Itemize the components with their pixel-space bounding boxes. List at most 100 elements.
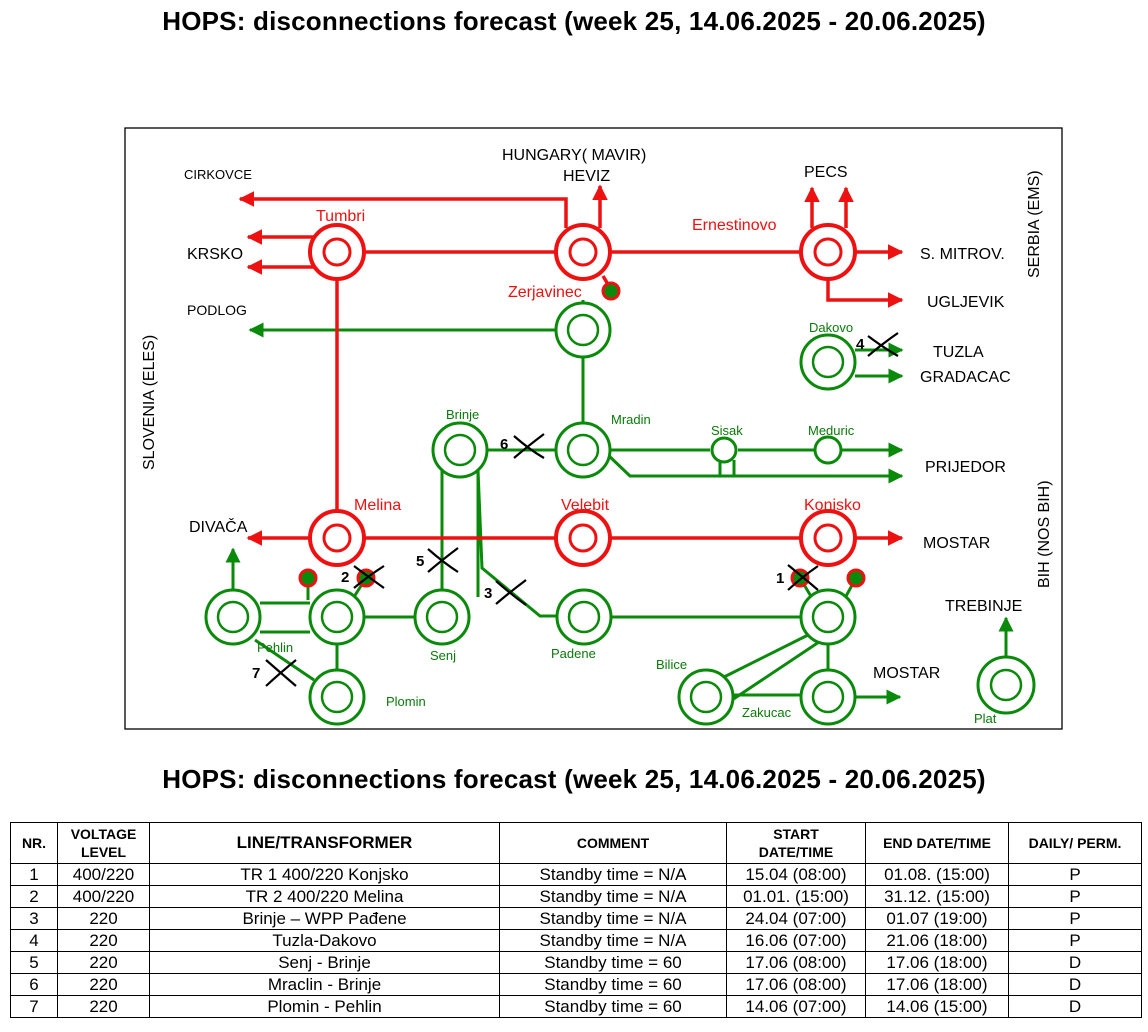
label-divaca: DIVAČA (189, 517, 248, 536)
external-labels: CIRKOVCE HEVIZ PECS KRSKO S. MITROV. UGL… (184, 164, 1022, 682)
cell-end: 17.06 (18:00) (865, 973, 1009, 996)
cell-line: Tuzla-Dakovo (149, 929, 500, 952)
header-daily: DAILY/ PERM. (1008, 822, 1142, 864)
cell-nr: 5 (10, 951, 58, 974)
station-brinje (431, 421, 489, 479)
label-pecs: PECS (804, 164, 848, 181)
station-dakovo (799, 333, 857, 391)
diagram-frame (124, 127, 1063, 730)
line-zerjavinec-cirkovce (238, 191, 568, 228)
mark-number-1: 1 (776, 570, 784, 587)
label-pehlin: Pehlin (257, 640, 293, 655)
table-row: 1 400/220 TR 1 400/220 Konjsko Standby time… (10, 863, 1142, 886)
cell-comment: Standby time = 60 (499, 973, 727, 996)
station-zerjavinec (554, 223, 612, 281)
header-start: START DATE/TIME (726, 822, 866, 864)
cell-start: 16.06 (07:00) (726, 929, 866, 952)
line-ernestinovo-ugljevik (826, 278, 904, 308)
cell-nr: 4 (10, 929, 58, 952)
label-konjsko: Konjsko (804, 497, 861, 514)
transformer-zerjavinec (601, 281, 621, 301)
station-senj (413, 588, 471, 646)
header-voltage: VOLTAGE LEVEL (57, 822, 150, 864)
header-start-line-2: DATE/TIME (758, 844, 834, 860)
disconnections-table: NR. VOLTAGE LEVEL LINE/TRANSFORMER COMMEN… (10, 822, 1142, 1018)
cell-start: 17.06 (08:00) (726, 973, 866, 996)
stations-400kv (308, 223, 857, 567)
cell-end: 17.06 (18:00) (865, 951, 1009, 974)
label-slovenia: SLOVENIA (ELES) (141, 335, 158, 470)
station-zakucac (799, 668, 857, 726)
cell-start: 14.06 (07:00) (726, 995, 866, 1018)
stations-220kv (204, 301, 1036, 726)
label-krsko: KRSKO (187, 246, 243, 263)
station-labels-400kv: Tumbri Ernestinovo Zerjavinec Melina Vel… (316, 208, 861, 514)
station-konjsko-220 (799, 588, 857, 646)
cell-type: D (1008, 995, 1142, 1018)
cell-nr: 7 (10, 995, 58, 1018)
label-dakovo: Dakovo (809, 320, 853, 335)
station-melina (308, 509, 366, 567)
station-labels-220kv: Dakovo Brinje Mradin Sisak Meduric Pehli… (257, 320, 997, 726)
label-bilice: Bilice (656, 657, 687, 672)
cell-comment: Standby time = 60 (499, 995, 727, 1018)
line-konjsko-bilice-2 (731, 638, 823, 702)
cell-voltage: 220 (57, 995, 150, 1018)
station-plomin (308, 668, 366, 726)
cell-line: TR 2 400/220 Melina (149, 885, 500, 908)
label-gradacac: GRADACAC (920, 369, 1011, 386)
cell-start: 17.06 (08:00) (726, 951, 866, 974)
label-sisak: Sisak (711, 423, 743, 438)
label-heviz: HEVIZ (563, 168, 610, 185)
lines-400kv (238, 184, 904, 546)
header-start-line-1: START (773, 826, 819, 842)
cell-comment: Standby time = N/A (499, 907, 727, 930)
label-s-mitrov: S. MITROV. (920, 246, 1005, 263)
label-podlog: PODLOG (187, 302, 247, 318)
label-cirkovce: CIRKOVCE (184, 167, 252, 182)
cell-start: 24.04 (07:00) (726, 907, 866, 930)
cell-comment: Standby time = N/A (499, 885, 727, 908)
table-row: 3 220 Brinje – WPP Pađene Standby time = N/… (10, 907, 1142, 930)
station-pehlin (204, 588, 262, 646)
cell-end: 14.06 (15:00) (865, 995, 1009, 1018)
mark-5 (427, 547, 459, 573)
mark-number-2: 2 (341, 569, 349, 586)
mark-4 (867, 332, 899, 357)
disconnection-marks (265, 332, 899, 687)
label-mostar-400: MOSTAR (923, 535, 990, 552)
cell-voltage: 220 (57, 907, 150, 930)
mark-6 (513, 433, 545, 459)
station-plat (976, 655, 1036, 715)
station-konjsko (799, 509, 857, 567)
label-padene: Padene (551, 646, 596, 661)
mark-number-5: 5 (416, 553, 424, 570)
label-velebit: Velebit (561, 497, 610, 514)
label-bih: BIH (NOS BIH) (1036, 480, 1053, 588)
cell-line: Brinje – WPP Pađene (149, 907, 500, 930)
cell-end: 01.08. (15:00) (865, 863, 1009, 886)
label-tumbri: Tumbri (316, 208, 365, 225)
station-meduric (813, 435, 843, 465)
header-line: LINE/TRANSFORMER (149, 822, 500, 864)
cell-type: P (1008, 929, 1142, 952)
cell-line: TR 1 400/220 Konjsko (149, 863, 500, 886)
mark-7 (265, 659, 297, 687)
cell-end: 01.07 (19:00) (865, 907, 1009, 930)
label-trebinje: TREBINJE (945, 598, 1022, 615)
table-header-row: NR. VOLTAGE LEVEL LINE/TRANSFORMER COMMEN… (10, 822, 1142, 864)
label-prijedor: PRIJEDOR (925, 459, 1006, 476)
label-meduric: Meduric (808, 423, 855, 438)
cell-type: D (1008, 951, 1142, 974)
label-mostar-220: MOSTAR (873, 665, 940, 682)
header-voltage-line-2: LEVEL (80, 844, 127, 860)
station-mraclin (554, 421, 612, 479)
station-melina-220 (308, 588, 366, 646)
header-end: END DATE/TIME (865, 822, 1009, 864)
cell-nr: 2 (10, 885, 58, 908)
cell-start: 01.01. (15:00) (726, 885, 866, 908)
lines-220kv (225, 300, 1014, 705)
cell-comment: Standby time = N/A (499, 929, 727, 952)
cell-voltage: 220 (57, 951, 150, 974)
mark-number-4: 4 (856, 336, 865, 353)
